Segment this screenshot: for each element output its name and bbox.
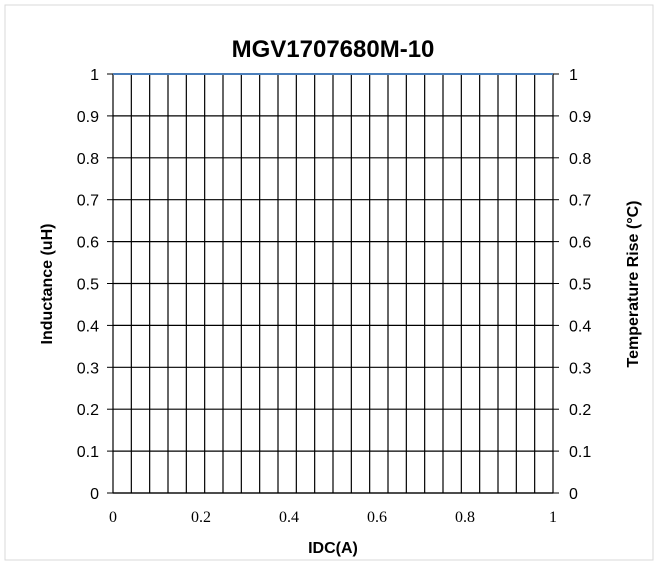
y-axis-title: Inductance (uH) [39, 224, 56, 345]
right-axis: 0 0.1 0.2 0.3 0.4 0.5 0.6 0.7 0.8 0.9 1 [553, 67, 591, 503]
y2-tick-label: 0.9 [569, 109, 591, 126]
x-tick-label: 0.8 [455, 509, 475, 526]
y-tick-label: 0.3 [77, 360, 99, 377]
y2-tick-label: 0.5 [569, 277, 591, 294]
x-tick-label: 0.6 [367, 509, 387, 526]
y2-tick-label: 0.8 [569, 151, 591, 168]
y-tick-label: 0.4 [77, 318, 99, 335]
x-tick-label: 0 [109, 509, 117, 526]
y-tick-label: 0.7 [77, 193, 99, 210]
y2-tick-label: 0.3 [569, 360, 591, 377]
y2-tick-label: 0.4 [569, 318, 591, 335]
y-tick-label: 0 [90, 486, 99, 503]
x-axis: 0 0.2 0.4 0.6 0.8 1 [109, 509, 557, 526]
y2-tick-label: 0 [569, 486, 578, 503]
y2-tick-label: 1 [569, 67, 578, 84]
y2-tick-label: 0.1 [569, 444, 591, 461]
y-tick-label: 0.8 [77, 151, 99, 168]
y-tick-label: 0.5 [77, 277, 99, 294]
y2-axis-title: Temperature Rise (°C) [625, 200, 642, 367]
y-tick-label: 0.6 [77, 235, 99, 252]
y2-tick-label: 0.2 [569, 402, 591, 419]
y2-tick-label: 0.7 [569, 193, 591, 210]
left-axis: 0 0.1 0.2 0.3 0.4 0.5 0.6 0.7 0.8 0.9 1 [77, 67, 113, 503]
y-tick-label: 1 [90, 67, 99, 84]
y-tick-label: 0.9 [77, 109, 99, 126]
y2-tick-label: 0.6 [569, 235, 591, 252]
chart-title: MGV1707680M-10 [232, 36, 435, 63]
x-tick-label: 0.4 [279, 509, 299, 526]
y-tick-label: 0.1 [77, 444, 99, 461]
gridlines [113, 73, 553, 494]
x-tick-label: 1 [549, 509, 557, 526]
x-tick-label: 0.2 [191, 509, 211, 526]
y-tick-label: 0.2 [77, 402, 99, 419]
x-axis-title: IDC(A) [308, 540, 358, 557]
